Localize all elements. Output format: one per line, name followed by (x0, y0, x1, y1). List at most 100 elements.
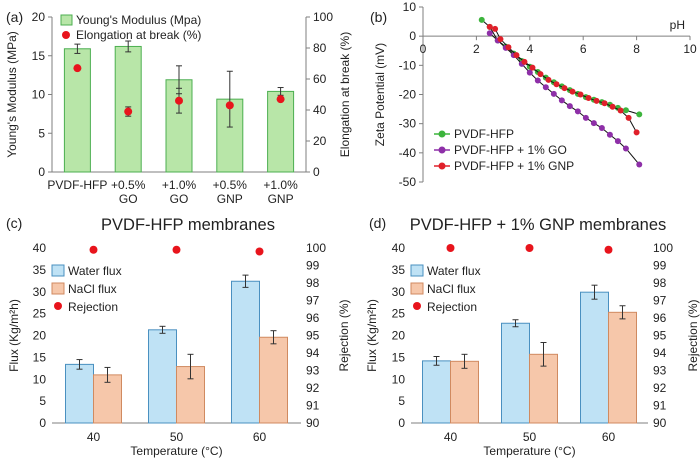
elongation-point (73, 64, 82, 73)
y2-tick-label-c: 91 (306, 399, 320, 413)
y-tick-label-b: -40 (399, 146, 417, 160)
y-tick-label-c: 30 (33, 285, 47, 299)
y2-axis-title-a: Elongation at break (%) (338, 32, 352, 157)
y-tick-label-b: -30 (399, 117, 417, 131)
y2-tick-label-c: 92 (306, 381, 320, 395)
rejection-point (604, 245, 613, 254)
series-point-2 (601, 100, 608, 107)
nacl-flux-bar (450, 360, 479, 424)
legend-swatch-rejection-d (413, 302, 421, 310)
x-axis-title-b: pH (670, 18, 685, 32)
legend-label-rejection-c: Rejection (68, 300, 118, 314)
legend-swatch-b (438, 146, 446, 154)
x-axis-title-d: Temperature (°C) (483, 444, 575, 458)
y-axis-title-d: Flux (Kg/m²h) (365, 299, 379, 372)
y-tick-label-d: 5 (398, 394, 405, 408)
legend-swatch-elongation (62, 31, 70, 39)
y-tick-label-a: 0 (38, 165, 45, 179)
y-axis-title-b: Zeta Potential (mV) (373, 43, 387, 146)
water-flux-bar (422, 360, 451, 424)
y2-tick-label-d: 99 (653, 259, 667, 273)
y-tick-label-b: -50 (399, 175, 417, 189)
series-point-2 (497, 36, 504, 43)
water-flux-bar (148, 329, 177, 424)
y-tick-label-a: 10 (32, 88, 46, 102)
rejection-point (172, 245, 181, 254)
y-tick-label-b: -20 (399, 88, 417, 102)
y2-tick-label-c: 99 (306, 259, 320, 273)
legend-swatch-water-d (410, 264, 424, 277)
x-axis-title-c: Temperature (°C) (130, 444, 222, 458)
x-tick-label-d: 60 (602, 430, 616, 444)
y-tick-label-c: 10 (33, 372, 47, 386)
y2-tick-label-d: 95 (653, 329, 667, 343)
x-tick-label-a: +0.5% (111, 178, 146, 192)
panel-label-a: (a) (6, 9, 23, 25)
y2-tick-label-d: 91 (653, 399, 667, 413)
y-tick-label-d: 40 (392, 241, 406, 255)
series-point-2 (569, 88, 576, 95)
y2-tick-label-c: 90 (306, 416, 320, 430)
series-point-1 (526, 69, 533, 76)
legend-swatch-nacl-c (51, 282, 65, 295)
y2-tick-label-c: 98 (306, 276, 320, 290)
legend-swatch-water-c (51, 264, 65, 277)
water-flux-bar (231, 280, 260, 424)
y-tick-label-a: 5 (38, 126, 45, 140)
series-point-2 (513, 52, 520, 59)
y2-tick-label-d: 92 (653, 381, 667, 395)
legend-swatch-rejection-c (54, 302, 62, 310)
panel-label-d: (d) (369, 215, 386, 231)
rejection-point (446, 244, 455, 252)
x-tick-label-a: GO (170, 192, 189, 206)
panel-label-c: (c) (6, 215, 22, 231)
series-point-2 (633, 129, 640, 136)
y-tick-label-c: 15 (33, 350, 47, 364)
elongation-point (225, 101, 234, 110)
y2-tick-label-c: 94 (306, 346, 320, 360)
x-tick-label-d: 40 (444, 430, 458, 444)
x-tick-label-b: 2 (473, 42, 480, 56)
y2-tick-label-c: 100 (306, 241, 326, 255)
series-point-1 (590, 120, 597, 127)
x-tick-label-a: PVDF-HFP (47, 178, 107, 192)
water-flux-bar (65, 363, 94, 424)
y2-tick-label-d: 93 (653, 364, 667, 378)
legend-label-b: PVDF-HFP + 1% GO (454, 143, 567, 157)
y-tick-label-c: 35 (33, 263, 47, 277)
series-point-2 (577, 91, 584, 98)
y-tick-label-c: 20 (33, 329, 47, 343)
x-tick-label-b: 0 (420, 42, 427, 56)
y2-tick-label-d: 97 (653, 294, 667, 308)
chart-title-c: PVDF-HFP membranes (101, 216, 275, 234)
y2-tick-label-d: 100 (653, 241, 673, 255)
x-tick-label-b: 6 (580, 42, 587, 56)
y-tick-label-d: 30 (392, 285, 406, 299)
rejection-point (525, 244, 534, 252)
series-point-1 (574, 108, 581, 115)
x-tick-label-d: 50 (523, 430, 537, 444)
elongation-point (175, 96, 183, 105)
rejection-point (255, 247, 264, 256)
panel-label-b: (b) (370, 9, 387, 25)
y-axis-title-c: Flux (Kg/m²h) (7, 299, 21, 372)
x-tick-label-b: 8 (633, 42, 640, 56)
y-tick-label-c: 25 (33, 307, 47, 321)
legend-label-nacl-c: NaCl flux (68, 282, 117, 296)
y-tick-label-d: 0 (398, 416, 405, 430)
series-point-1 (566, 103, 573, 110)
series-point-0 (636, 111, 643, 118)
series-point-2 (486, 23, 493, 30)
y-tick-label-a: 20 (32, 10, 46, 24)
series-point-1 (598, 125, 605, 132)
y-tick-label-d: 10 (392, 372, 406, 386)
series-point-1 (606, 131, 613, 138)
series-point-1 (486, 30, 493, 37)
series-point-1 (558, 97, 565, 104)
series-point-2 (593, 97, 600, 104)
y2-tick-label-a: 80 (313, 41, 327, 55)
y-tick-label-d: 35 (392, 263, 406, 277)
series-point-1 (582, 114, 589, 121)
series-point-1 (622, 145, 629, 152)
